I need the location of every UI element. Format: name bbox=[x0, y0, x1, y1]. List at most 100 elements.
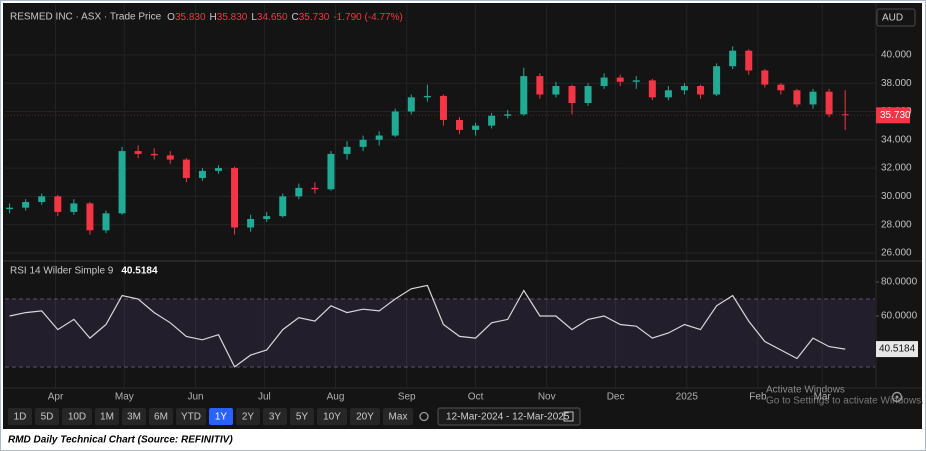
range-button[interactable] bbox=[263, 408, 287, 425]
grid bbox=[5, 4, 879, 388]
candle-body bbox=[488, 115, 496, 126]
range-button[interactable] bbox=[350, 408, 380, 425]
ohlc-label: H bbox=[210, 12, 217, 23]
range-button[interactable] bbox=[236, 408, 260, 425]
x-tick-label: Oct bbox=[468, 392, 484, 403]
chart-title: RESMED INC · ASX · Trade Price bbox=[10, 12, 162, 23]
x-tick-label: Jun bbox=[187, 392, 203, 403]
candle-body bbox=[231, 168, 239, 228]
y-tick-label: 38.000 bbox=[881, 78, 912, 89]
candle-body bbox=[327, 153, 335, 190]
x-tick-label: 2025 bbox=[676, 392, 699, 403]
x-tick-label: Sep bbox=[398, 392, 416, 403]
ohlc-value: 35.730 bbox=[299, 12, 330, 23]
range-button[interactable] bbox=[149, 408, 173, 425]
settings-gear-center[interactable] bbox=[895, 395, 899, 399]
ohlc-header: O35.830 H35.830 L34.650 C35.730 -1.790 (-4.7… bbox=[167, 12, 403, 23]
ohlc-value: 35.830 bbox=[217, 12, 248, 23]
y-tick-label: 32.000 bbox=[881, 163, 912, 174]
x-tick-label: Apr bbox=[48, 392, 64, 403]
date-range[interactable]: 12-Mar-2024 - 12-Mar-2025 bbox=[446, 412, 570, 423]
candle-body bbox=[263, 216, 271, 219]
rsi-line bbox=[9, 284, 846, 368]
range-button-label[interactable]: 3Y bbox=[269, 412, 282, 423]
candle-body bbox=[680, 86, 688, 91]
range-button-label[interactable]: 3M bbox=[127, 412, 141, 423]
settings-gear[interactable] bbox=[891, 391, 903, 403]
candle-body bbox=[697, 86, 705, 95]
range-button-label[interactable]: Max bbox=[389, 412, 408, 423]
candle-body bbox=[520, 76, 528, 115]
candle-body bbox=[456, 119, 464, 130]
range-button-label[interactable]: YTD bbox=[181, 412, 201, 423]
range-button-label[interactable]: 10D bbox=[68, 412, 86, 423]
caption: RMD Daily Technical Chart (Source: REFIN… bbox=[8, 435, 233, 446]
range-button[interactable] bbox=[8, 408, 32, 425]
candle-body bbox=[6, 207, 14, 210]
candle-body bbox=[343, 146, 351, 154]
ohlc-label: O bbox=[167, 12, 175, 23]
range-button-label[interactable]: 5D bbox=[41, 412, 54, 423]
ohlc-label: L bbox=[251, 12, 257, 23]
candle-body bbox=[793, 90, 801, 105]
range-button-label[interactable]: 2Y bbox=[242, 412, 255, 423]
date-range-box[interactable] bbox=[437, 407, 581, 426]
x-tick-label: Mar bbox=[814, 392, 832, 403]
candle-body bbox=[134, 151, 142, 154]
settings-icon[interactable] bbox=[891, 391, 903, 403]
currency[interactable]: AUD bbox=[882, 13, 903, 24]
candle-body bbox=[279, 196, 287, 217]
range-button-label[interactable]: 1D bbox=[14, 412, 27, 423]
candle-body bbox=[472, 125, 480, 130]
range-button[interactable] bbox=[95, 408, 119, 425]
indicator-name: RSI 14 Wilder Simple 9 bbox=[10, 266, 114, 277]
x-tick-label: Feb bbox=[749, 392, 767, 403]
ohlc-value: 35.830 bbox=[175, 12, 206, 23]
candle-body bbox=[632, 80, 640, 82]
y-tick-label: 34.000 bbox=[881, 134, 912, 145]
last-price-tag bbox=[876, 107, 910, 124]
range-button-label[interactable]: 5Y bbox=[296, 412, 309, 423]
range-button[interactable] bbox=[62, 408, 92, 425]
range-button-label[interactable]: 10Y bbox=[323, 412, 341, 423]
x-tick-label: May bbox=[115, 392, 134, 403]
candle-body bbox=[38, 196, 46, 203]
candle-body bbox=[729, 50, 737, 67]
currency-box[interactable] bbox=[876, 8, 916, 27]
range-button[interactable] bbox=[383, 408, 413, 425]
candle-body bbox=[150, 153, 158, 156]
range-button[interactable] bbox=[176, 408, 206, 425]
candle-body bbox=[214, 168, 222, 171]
candle-body bbox=[616, 77, 624, 82]
calendar-icon[interactable] bbox=[563, 411, 574, 422]
candle-body bbox=[809, 91, 817, 105]
y-tick-label: 28.000 bbox=[881, 219, 912, 230]
candle-body bbox=[102, 213, 110, 231]
range-button-label[interactable]: 20Y bbox=[356, 412, 374, 423]
range-button[interactable] bbox=[290, 408, 314, 425]
range-button[interactable] bbox=[317, 408, 347, 425]
toolbar-settings[interactable] bbox=[419, 411, 429, 422]
rsi-last-tag bbox=[876, 341, 918, 358]
candle-body bbox=[247, 218, 255, 228]
candle-body bbox=[54, 196, 62, 212]
candle-body bbox=[761, 70, 769, 85]
range-button[interactable] bbox=[35, 408, 59, 425]
candle-body bbox=[504, 114, 512, 116]
x-tick-label: Aug bbox=[327, 392, 345, 403]
range-button[interactable] bbox=[122, 408, 146, 425]
change: -1.790 (-4.77%) bbox=[333, 12, 402, 23]
last-price-label: 35.730 bbox=[880, 110, 911, 121]
range-button-label[interactable]: 6M bbox=[154, 412, 168, 423]
candle-body bbox=[391, 111, 399, 136]
toolbar: 1D 5D 10D 1M 3M 6M YTD 1Y 2Y 3Y 5Y 10Y 20Y Max 12-Mar-… bbox=[8, 407, 581, 426]
range-button[interactable] bbox=[209, 408, 233, 425]
candle-body bbox=[664, 90, 672, 98]
candle-body bbox=[777, 84, 785, 91]
y-tick-label: 30.000 bbox=[881, 191, 912, 202]
range-button-label[interactable]: 1Y bbox=[215, 412, 228, 423]
candle-body bbox=[375, 135, 383, 140]
range-button-label[interactable]: 1M bbox=[100, 412, 114, 423]
candle-body bbox=[166, 155, 174, 160]
